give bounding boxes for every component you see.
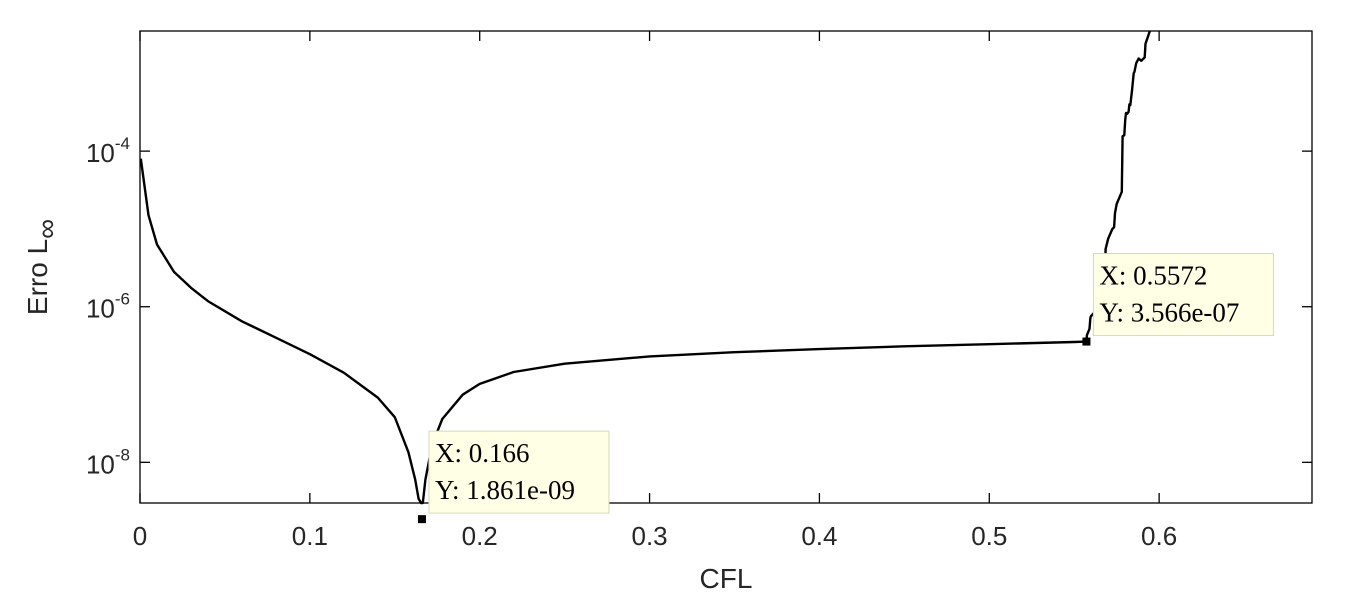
x-tick-label: 0.5 — [971, 521, 1007, 551]
datatip-box — [1092, 253, 1274, 337]
x-axis: 0 0.1 0.2 0.3 0.4 0.5 0.6 — [133, 31, 1177, 551]
y-tick-label: 10-8 — [86, 445, 130, 479]
y-axis-title: Erro L∞ — [22, 219, 62, 315]
datatip-y-label: Y: 1.861e-09 — [435, 475, 575, 505]
x-tick-label: 0.4 — [801, 521, 837, 551]
datatip: X: 0.166 Y: 1.861e-09 — [417, 430, 610, 524]
x-tick-label: 0.3 — [631, 521, 667, 551]
series-line — [139, 30, 1151, 505]
y-tick-label: 10-6 — [86, 290, 130, 324]
datatip-x-label: X: 0.166 — [435, 438, 530, 468]
datatip-marker — [417, 515, 426, 524]
datatip-box — [428, 430, 610, 514]
x-tick-label: 0.6 — [1141, 521, 1177, 551]
svg-text:Erro L∞: Erro L∞ — [22, 219, 62, 315]
y-axis-title-subscript: ∞ — [31, 219, 62, 239]
x-tick-label: 0 — [133, 521, 147, 551]
x-tick-label: 0.2 — [462, 521, 498, 551]
y-tick-label: 10-4 — [86, 134, 130, 168]
y-axis-title-text: Erro L — [22, 239, 53, 315]
datatip-x-label: X: 0.5572 — [1099, 261, 1207, 291]
datatip-marker — [1082, 337, 1091, 346]
datatip-y-label: Y: 3.566e-07 — [1099, 298, 1239, 328]
x-tick-label: 0.1 — [292, 521, 328, 551]
y-axis: 10-8 10-6 10-4 — [86, 134, 1312, 479]
datatips: X: 0.166 Y: 1.861e-09 X: 0.5572 Y: 3.566e-0… — [417, 253, 1274, 524]
x-axis-title: CFL — [700, 563, 753, 594]
plot-area-frame — [139, 30, 1313, 504]
datatip: X: 0.5572 Y: 3.566e-07 — [1082, 253, 1274, 346]
